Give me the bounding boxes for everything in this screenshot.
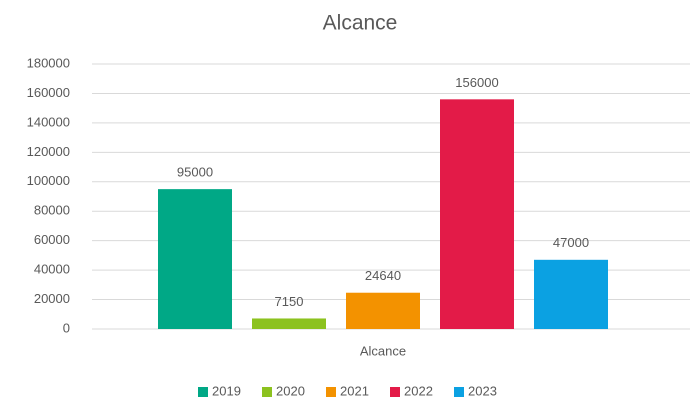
legend-label: 2019 <box>212 383 241 398</box>
bar <box>534 259 608 329</box>
legend-label: 2021 <box>340 383 369 398</box>
legend-label: 2020 <box>276 383 305 398</box>
legend-label: 2022 <box>404 383 433 398</box>
y-tick-label: 120000 <box>27 144 70 159</box>
bar <box>158 189 232 329</box>
data-label: 156000 <box>455 75 498 90</box>
bar <box>440 99 514 329</box>
y-tick-label: 60000 <box>34 232 70 247</box>
legend-swatch <box>454 387 464 397</box>
y-tick-label: 100000 <box>27 173 70 188</box>
legend-label: 2023 <box>468 383 497 398</box>
legend-swatch <box>390 387 400 397</box>
data-label: 95000 <box>177 165 213 180</box>
y-tick-label: 40000 <box>34 262 70 277</box>
legend-swatch <box>262 387 272 397</box>
y-tick-label: 20000 <box>34 291 70 306</box>
y-tick-label: 180000 <box>27 55 70 70</box>
x-tick-label: Alcance <box>360 343 406 358</box>
legend-swatch <box>198 387 208 397</box>
y-tick-label: 160000 <box>27 85 70 100</box>
data-label: 47000 <box>553 235 589 250</box>
data-label: 24640 <box>365 268 401 283</box>
data-label: 7150 <box>275 294 304 309</box>
y-tick-label: 80000 <box>34 203 70 218</box>
chart-title: Alcance <box>323 12 398 35</box>
bar <box>346 292 420 329</box>
legend-swatch <box>326 387 336 397</box>
y-tick-label: 0 <box>63 320 70 335</box>
y-tick-label: 140000 <box>27 114 70 129</box>
bar <box>252 318 326 329</box>
